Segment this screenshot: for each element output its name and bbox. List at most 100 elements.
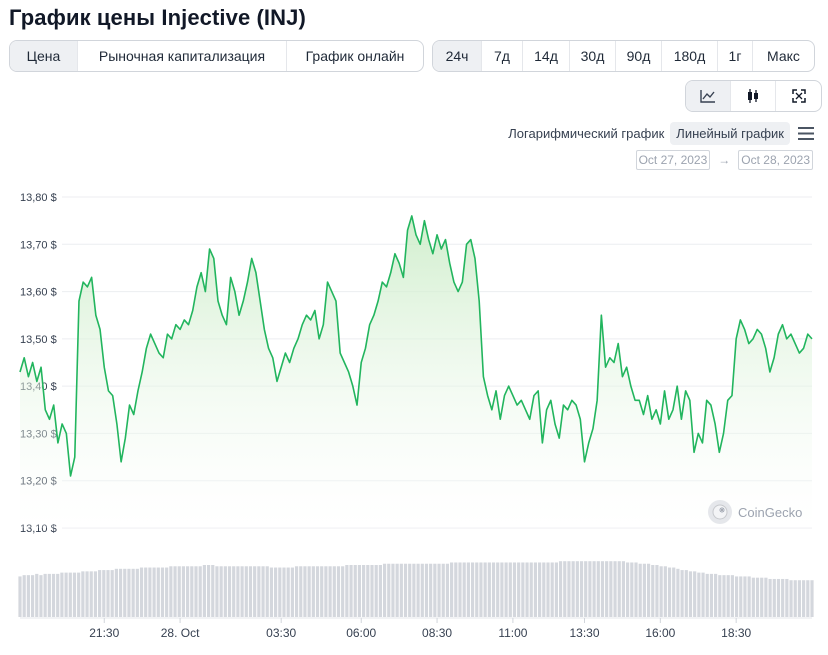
volume-bar [718,575,722,617]
volume-bar [110,570,114,617]
range-1y[interactable]: 1г [718,41,753,71]
page-title: График цены Injective (INJ) [9,5,306,30]
x-tick-label: 03:30 [266,626,296,640]
volume-bar [806,580,810,617]
volume-bar [98,570,102,617]
date-to-input[interactable]: Oct 28, 2023 [738,150,813,170]
price-chart: 13,80 $13,70 $13,60 $13,50 $13,40 $13,30… [18,192,814,640]
volume-bar [621,561,626,617]
volume-bar [454,562,458,617]
volume-bar [282,567,286,617]
volume-bar [651,565,655,617]
volume-bar [420,563,424,617]
volume-bar [261,566,265,617]
volume-bar [579,561,584,617]
volume-bar [68,572,72,617]
volume-bar [571,561,575,617]
volume-bar [223,566,227,617]
volume-bar [269,567,274,617]
volume-bar [286,567,290,617]
volume-bar [487,562,491,617]
volume-bar [22,575,26,617]
volume-bar [567,561,571,617]
volume-bar [554,562,558,617]
volume-bar [793,580,797,617]
volume-bar [248,566,253,617]
volume-bar [353,565,357,617]
range-30d[interactable]: 30д [570,41,616,71]
volume-bar [290,567,294,617]
volume-bar [160,567,165,617]
x-tick-label: 13:30 [569,626,599,640]
tab-market-cap[interactable]: Рыночная капитализация [78,41,287,71]
tab-live-chart[interactable]: График онлайн [305,48,405,64]
volume-bar [370,565,374,617]
x-axis: 21:30 28. Oct 03:30 06:00 08:30 11:00 13:30 16:… [20,617,812,640]
range-180d[interactable]: 180д [662,41,718,71]
volume-bar [395,563,399,617]
chart-menu-button[interactable] [796,125,816,143]
line-chart-view-button[interactable] [686,81,731,111]
volume-bar [106,570,110,617]
volume-bar [93,571,98,617]
volume-bar [751,577,755,617]
volume-bar [626,562,630,617]
candlestick-view-button[interactable] [731,81,776,111]
volume-bar [785,578,789,617]
volume-bar [206,565,211,617]
volume-bar [764,577,768,617]
volume-bar [198,566,202,617]
linear-scale-option[interactable]: Линейный график [670,122,790,145]
volume-bar [131,568,135,617]
volume-bar [18,576,22,617]
range-max[interactable]: Макс [767,48,800,64]
volume-bar [504,562,508,617]
volume-bar [89,571,93,617]
line-chart-icon [700,90,715,103]
volume-bar [139,567,144,617]
volume-bar [35,573,39,617]
volume-bar [680,570,684,617]
volume-bar [165,567,169,617]
volume-bar [550,562,554,617]
volume-bar [584,561,588,617]
x-tick-label: 06:00 [346,626,376,640]
range-24h[interactable]: 24ч [433,41,482,71]
volume-bar [714,573,718,617]
hamburger-menu-icon [798,127,814,140]
volume-bar [274,567,278,617]
volume-bar [450,562,454,617]
volume-bar [253,566,257,617]
log-scale-option[interactable]: Логарифмический график [508,126,665,141]
coingecko-watermark: CoinGecko [708,500,802,524]
price-area-fill [20,215,812,528]
volume-bar [760,577,764,617]
volume-bar [357,565,362,617]
volume-bar [81,571,85,617]
volume-bar [730,575,734,617]
volume-bar [114,568,118,617]
range-90d[interactable]: 90д [616,41,662,71]
volume-bar [135,568,139,617]
volume-bar [349,565,353,617]
volume-bar [156,567,160,617]
volume-bar [768,578,772,617]
x-tick-label: 18:30 [721,626,751,640]
volume-bar [521,562,525,617]
date-from-input[interactable]: Oct 27, 2023 [635,150,711,170]
volume-bar [789,580,793,617]
range-7d[interactable]: 7д [482,41,523,71]
volume-bar [517,562,521,617]
fullscreen-view-button[interactable] [776,81,821,111]
volume-bar [382,563,387,617]
tab-price[interactable]: Цена [10,41,78,71]
range-14d[interactable]: 14д [523,41,570,71]
volume-bar [186,566,190,617]
volume-bar [508,562,512,617]
volume-bar [341,566,345,617]
volume-bar [408,563,412,617]
volume-bar [102,570,106,617]
y-tick-label: 13,70 $ [20,239,57,251]
volume-bar [429,563,433,617]
volume-bar [77,572,81,617]
